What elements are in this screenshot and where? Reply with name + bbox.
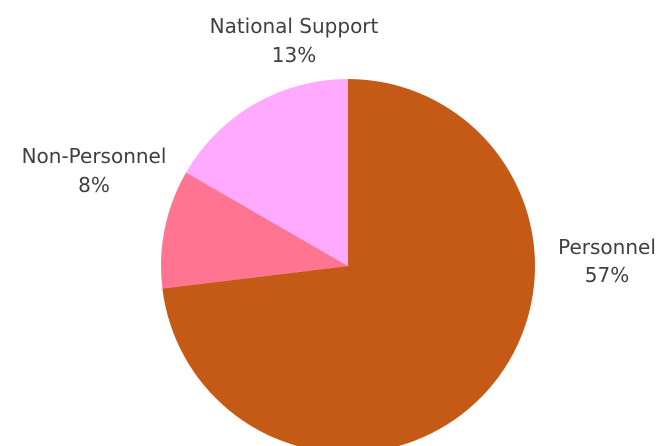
slice-label-name-2: National Support <box>210 14 379 38</box>
pie-slice-personnel <box>162 79 535 446</box>
slice-label-value-1: 8% <box>78 173 110 197</box>
slice-label-value-0: 57% <box>585 263 629 287</box>
pie-labels: Personnel 57% Non-Personnel 8% National … <box>22 14 656 287</box>
slice-label-name-1: Non-Personnel <box>22 144 167 168</box>
slice-label-value-2: 13% <box>272 43 316 67</box>
pie-slice-national-support <box>186 78 348 266</box>
slice-label-name-0: Personnel <box>558 235 656 259</box>
pie-slices <box>161 78 535 446</box>
pie-slice-non-personnel <box>161 172 348 289</box>
